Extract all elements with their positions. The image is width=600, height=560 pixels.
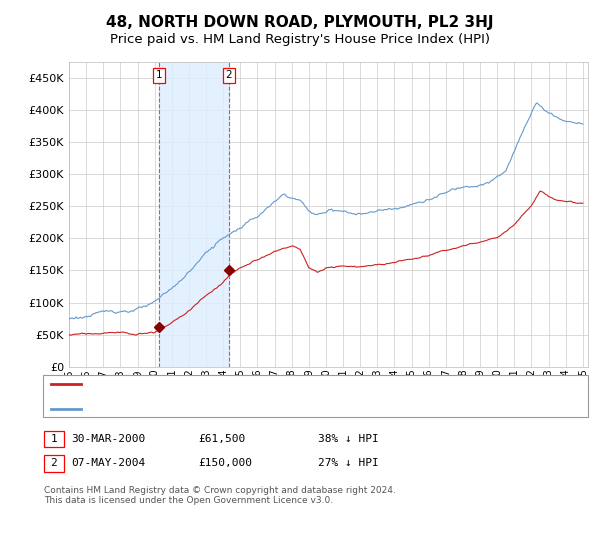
Text: 27% ↓ HPI: 27% ↓ HPI (318, 458, 379, 468)
Text: Price paid vs. HM Land Registry's House Price Index (HPI): Price paid vs. HM Land Registry's House … (110, 32, 490, 46)
Text: 2: 2 (226, 71, 232, 80)
Text: 2: 2 (50, 458, 57, 468)
Text: 48, NORTH DOWN ROAD, PLYMOUTH, PL2 3HJ (detached house): 48, NORTH DOWN ROAD, PLYMOUTH, PL2 3HJ (… (84, 379, 428, 389)
Text: 48, NORTH DOWN ROAD, PLYMOUTH, PL2 3HJ: 48, NORTH DOWN ROAD, PLYMOUTH, PL2 3HJ (106, 15, 494, 30)
Text: Contains HM Land Registry data © Crown copyright and database right 2024.
This d: Contains HM Land Registry data © Crown c… (44, 486, 395, 506)
Text: 38% ↓ HPI: 38% ↓ HPI (318, 434, 379, 444)
Text: 07-MAY-2004: 07-MAY-2004 (71, 458, 145, 468)
Text: 1: 1 (50, 434, 57, 444)
Text: 1: 1 (155, 71, 162, 80)
Text: £61,500: £61,500 (198, 434, 245, 444)
Text: £150,000: £150,000 (198, 458, 252, 468)
Bar (159, 62, 229, 367)
Text: HPI: Average price, detached house, City of Plymouth: HPI: Average price, detached house, City… (84, 404, 409, 414)
Text: 30-MAR-2000: 30-MAR-2000 (71, 434, 145, 444)
